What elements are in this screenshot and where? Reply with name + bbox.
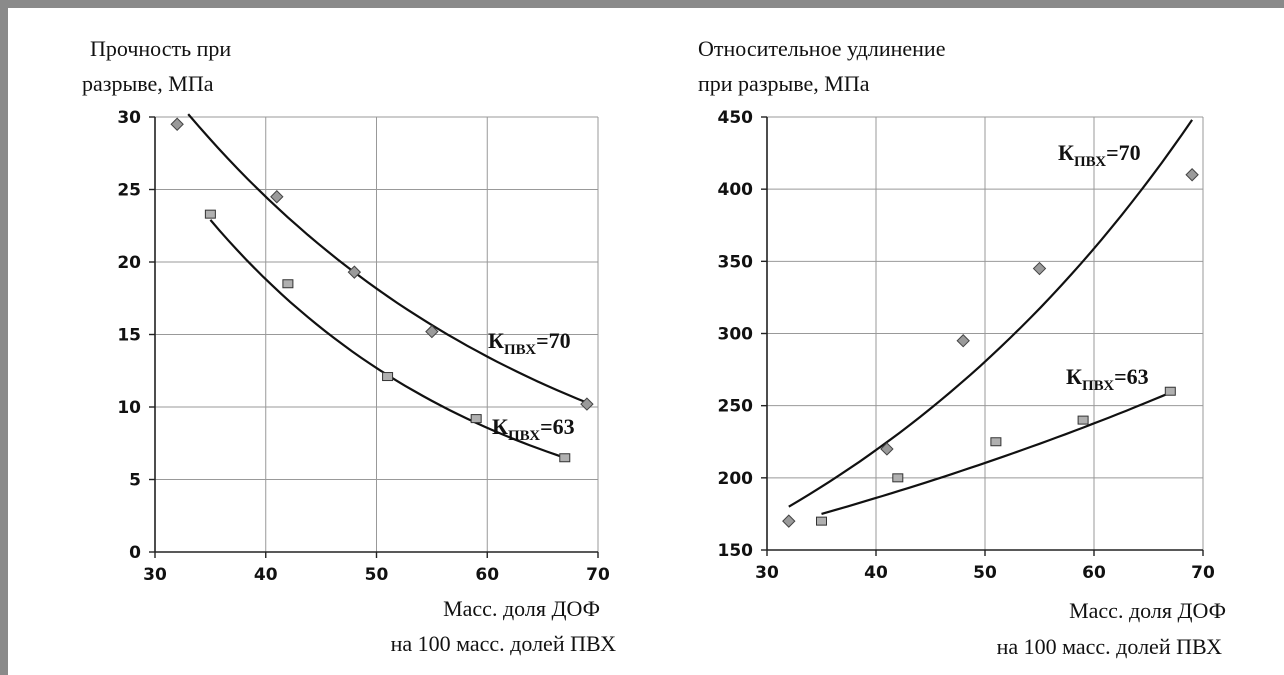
x-tick-label-70: 70 bbox=[586, 565, 610, 585]
y-tick-label-400: 400 bbox=[718, 180, 754, 200]
x-tick-label-40: 40 bbox=[864, 563, 888, 583]
data-point-k70-2 bbox=[956, 334, 970, 348]
data-point-k63-3 bbox=[470, 414, 482, 424]
x-tick-label-50: 50 bbox=[973, 563, 997, 583]
trend-curve-k70 bbox=[788, 119, 1194, 508]
data-point-k63-2 bbox=[990, 437, 1002, 447]
y-tick-label-5: 5 bbox=[129, 471, 141, 491]
data-point-k70-1 bbox=[270, 190, 284, 204]
y-axis-label-line-1: Относительное удлинение bbox=[698, 36, 945, 61]
x-tick-label-60: 60 bbox=[1082, 563, 1106, 583]
data-point-k70-3 bbox=[425, 324, 439, 339]
x-axis-label-line-1: Масс. доля ДОФ bbox=[1069, 598, 1226, 623]
trend-curve-k70 bbox=[187, 113, 588, 404]
y-tick-label-450: 450 bbox=[718, 108, 754, 128]
x-axis-label-line-2: на 100 масс. долей ПВХ bbox=[391, 631, 617, 656]
data-point-k63-1 bbox=[892, 473, 904, 483]
y-tick-label-15: 15 bbox=[117, 326, 141, 346]
y-tick-label-10: 10 bbox=[117, 398, 141, 418]
tensile-strength-chart: Прочность при разрыве, МПа 30 40 50 60 70 0 5 1… bbox=[82, 36, 617, 656]
y-tick-label-25: 25 bbox=[117, 181, 141, 201]
y-axis-label-line-2: при разрыве, МПа bbox=[698, 71, 870, 96]
y-tick-label-20: 20 bbox=[117, 253, 141, 273]
series-label-k63: КПВХ=63 bbox=[492, 414, 575, 444]
x-tick-label-30: 30 bbox=[755, 563, 779, 583]
x-axis-label-line-2: на 100 масс. долей ПВХ bbox=[997, 634, 1223, 659]
y-tick-label-200: 200 bbox=[718, 469, 754, 489]
data-point-k63-2 bbox=[382, 372, 394, 382]
x-axis-label-line-1: Масс. доля ДОФ bbox=[443, 596, 600, 621]
y-axis-label-line-1: Прочность при bbox=[90, 36, 231, 61]
data-point-k70-3 bbox=[1032, 261, 1047, 276]
data-point-k63-3 bbox=[1077, 415, 1089, 425]
data-point-k70-4 bbox=[1185, 168, 1199, 182]
data-point-k70-4 bbox=[580, 397, 594, 411]
x-tick-label-50: 50 bbox=[365, 565, 389, 585]
data-point-k70-0 bbox=[782, 514, 796, 528]
y-tick-label-350: 350 bbox=[718, 252, 754, 272]
x-tick-label-70: 70 bbox=[1191, 563, 1215, 583]
data-point-k63-1 bbox=[282, 279, 294, 289]
y-tick-label-0: 0 bbox=[129, 543, 141, 563]
y-tick-label-250: 250 bbox=[718, 397, 754, 417]
frame-left-border bbox=[0, 0, 8, 675]
series-label-k70: КПВХ=70 bbox=[1058, 140, 1141, 170]
data-point-k63-0 bbox=[204, 209, 216, 219]
y-tick-label-300: 300 bbox=[718, 325, 754, 345]
x-tick-label-60: 60 bbox=[475, 565, 499, 585]
y-tick-label-150: 150 bbox=[718, 541, 754, 561]
x-tick-label-40: 40 bbox=[254, 565, 278, 585]
series-label-k63: КПВХ=63 bbox=[1066, 364, 1149, 394]
data-point-k63-0 bbox=[816, 516, 827, 526]
data-point-k70-0 bbox=[170, 117, 184, 131]
data-point-k63-4 bbox=[559, 453, 571, 463]
elongation-chart: Относительное удлинение при разрыве, МПа… bbox=[698, 36, 1226, 659]
series-label-k70: КПВХ=70 bbox=[488, 328, 571, 358]
data-point-k70-1 bbox=[880, 442, 894, 456]
frame-top-border bbox=[0, 0, 1284, 8]
y-axis-label-line-2: разрыве, МПа bbox=[82, 71, 214, 96]
x-tick-label-30: 30 bbox=[143, 565, 167, 585]
data-point-k63-4 bbox=[1164, 386, 1176, 396]
data-point-k70-2 bbox=[347, 265, 362, 279]
y-tick-label-30: 30 bbox=[117, 108, 141, 128]
trend-curve-k63 bbox=[821, 391, 1171, 515]
trend-curve-k63 bbox=[209, 219, 566, 459]
